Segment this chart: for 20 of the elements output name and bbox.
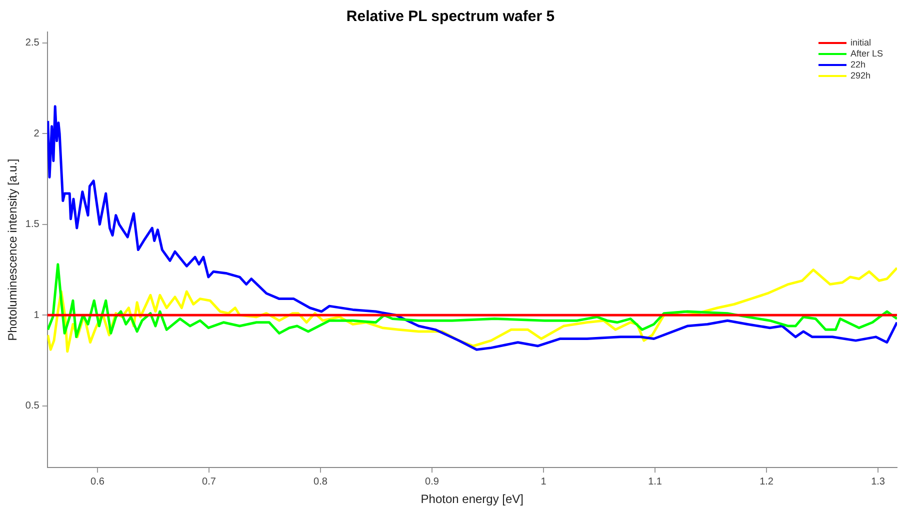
y-tick-label: 1.5: [25, 219, 40, 230]
y-tick-label: 0.5: [25, 400, 40, 412]
x-tick-label: 1.3: [871, 476, 886, 488]
y-tick-label: 2.5: [25, 38, 40, 49]
legend-label: 292h: [850, 70, 871, 80]
x-tick-label: 0.9: [425, 476, 440, 488]
x-tick-label: 1.1: [648, 476, 662, 488]
x-tick-label: 0.8: [314, 476, 328, 488]
legend-label: initial: [850, 37, 871, 48]
x-tick-label: 1.2: [760, 476, 774, 488]
y-tick-label: 2: [34, 128, 40, 140]
x-tick-label: 0.6: [90, 476, 105, 488]
y-axis-title: Photoluminescence intensity [a.u.]: [6, 158, 20, 341]
y-tick-label: 1: [34, 310, 40, 321]
x-tick-label: 1: [540, 476, 547, 488]
legend-label: After LS: [850, 48, 883, 58]
legend-label: 22h: [850, 59, 866, 70]
x-tick-label: 0.7: [202, 476, 216, 488]
chart-title: Relative PL spectrum wafer 5: [346, 8, 555, 26]
x-axis-title: Photon energy [eV]: [420, 492, 524, 506]
